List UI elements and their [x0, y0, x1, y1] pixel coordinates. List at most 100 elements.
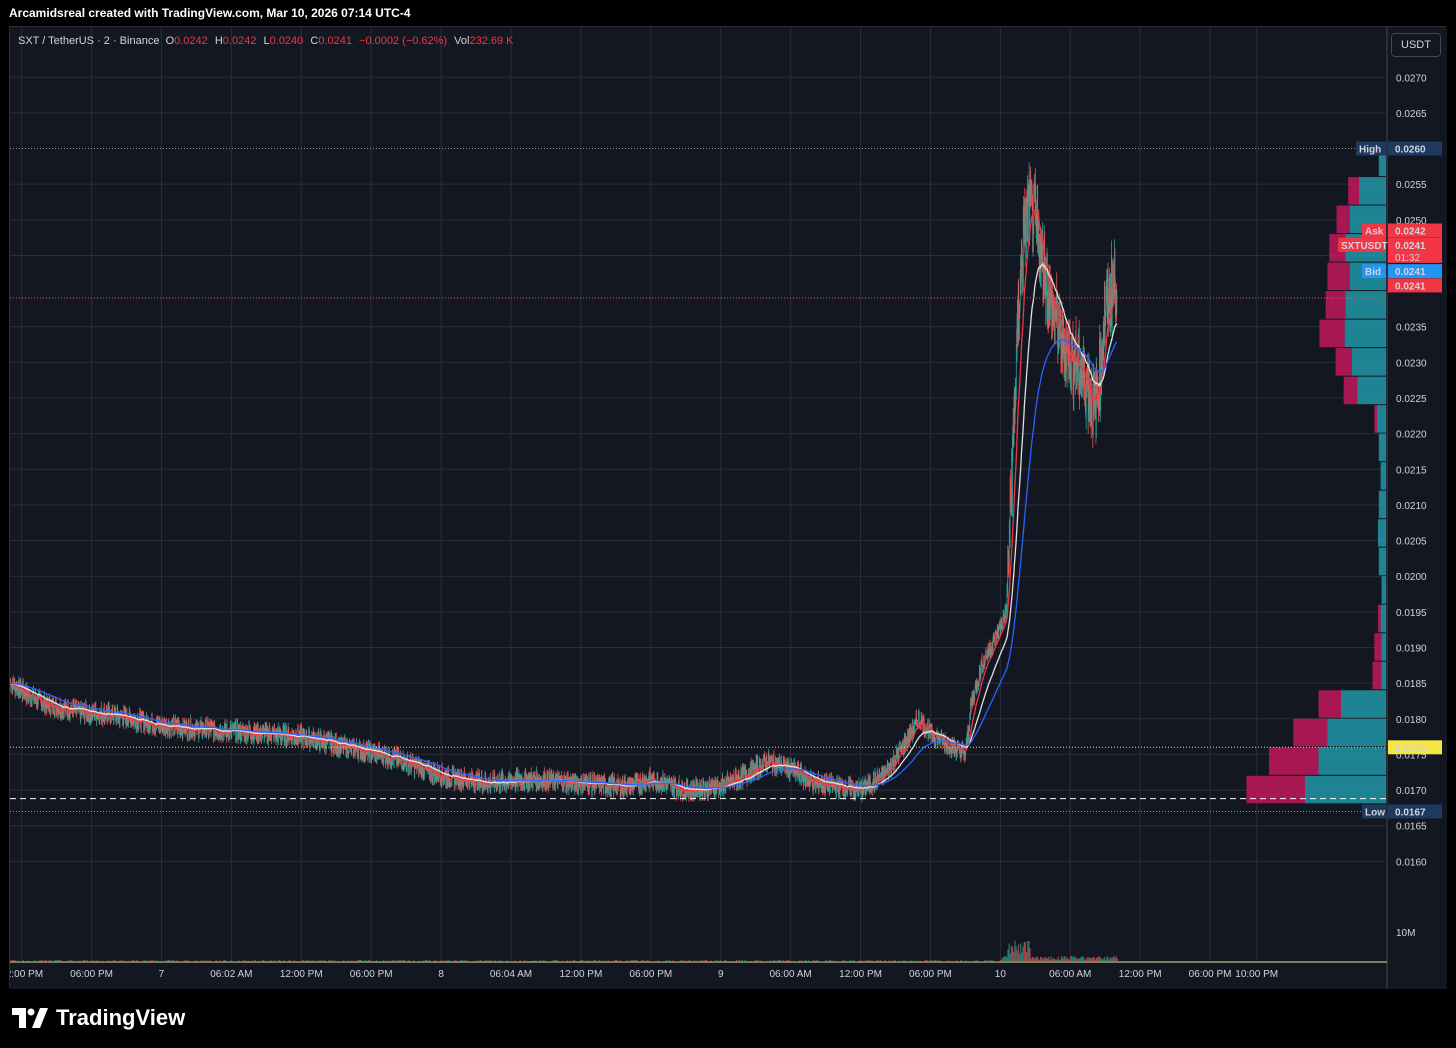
- volume-bar: [501, 960, 503, 962]
- volume-bar: [734, 960, 736, 962]
- volume-bar: [861, 960, 863, 962]
- volume-bar: [453, 960, 456, 962]
- price-chart[interactable]: 0.02700.02650.02550.02500.02450.02350.02…: [10, 27, 1447, 989]
- volume-bar: [416, 961, 418, 962]
- volume-bar: [925, 959, 927, 962]
- bid-badge-value-bg: [1388, 264, 1442, 279]
- volume-bar: [493, 961, 495, 962]
- x-tick-label: 06:00 PM: [70, 969, 113, 980]
- chart-panel[interactable]: 0.02700.02650.02550.02500.02450.02350.02…: [9, 26, 1447, 989]
- volume-bar: [854, 961, 856, 962]
- volume-bar: [420, 961, 422, 962]
- volume-bar: [254, 959, 256, 962]
- x-tick-label: 12:00 PM: [1119, 969, 1162, 980]
- volume-bar: [557, 960, 559, 962]
- volume-bar: [365, 960, 367, 962]
- volume-bar: [234, 961, 237, 962]
- volume-bar: [146, 960, 148, 962]
- volume-bar: [335, 960, 337, 962]
- volume-bar: [816, 960, 818, 962]
- volume-bar: [332, 960, 334, 962]
- volume-bar: [820, 961, 823, 962]
- y-tick-label: 0.0230: [1396, 358, 1427, 369]
- volume-bar: [559, 961, 562, 962]
- volume-bar: [695, 961, 697, 962]
- volume-bar: [443, 960, 445, 962]
- volume-bar: [915, 961, 917, 962]
- volume-bar: [1058, 959, 1060, 962]
- volume-bar: [614, 960, 616, 962]
- volume-bar: [724, 960, 726, 962]
- volume-bar: [621, 961, 623, 962]
- volume-bar: [1044, 956, 1046, 962]
- volume-bar: [1056, 959, 1058, 962]
- volume-bar: [649, 961, 651, 962]
- volume-bar: [924, 960, 926, 962]
- volume-bar: [1099, 957, 1101, 962]
- volume-bar: [54, 960, 56, 962]
- volume-bar: [527, 961, 529, 962]
- volume-bar: [857, 961, 859, 962]
- volume-bar: [379, 961, 381, 962]
- volume-bar: [1046, 958, 1049, 962]
- volume-bar: [593, 960, 595, 962]
- volume-bar: [1098, 956, 1100, 962]
- volume-bar: [523, 960, 526, 962]
- currency-button[interactable]: USDT: [1391, 33, 1441, 57]
- volume-bar: [852, 960, 854, 962]
- volume-bar: [388, 960, 390, 962]
- volume-bar: [276, 961, 279, 962]
- volume-bar: [1109, 957, 1112, 962]
- volume-bar: [58, 960, 61, 962]
- volume-bar: [907, 961, 909, 962]
- volume-bar: [845, 961, 847, 962]
- volume-bar: [760, 960, 762, 962]
- volume-bar: [400, 960, 402, 962]
- volume-bar: [380, 961, 382, 962]
- volume-bar: [156, 960, 159, 962]
- volume-bar: [735, 959, 738, 962]
- volume-bar: [279, 959, 281, 962]
- volume-bar: [880, 960, 882, 962]
- volume-bar: [663, 961, 665, 962]
- volume-bar: [632, 960, 634, 962]
- last-price-badge-2-value-bg: [1388, 278, 1442, 293]
- volume-bar: [958, 961, 960, 962]
- x-tick-label: 8: [438, 969, 444, 980]
- volume-bar: [702, 960, 704, 962]
- volume-bar: [71, 960, 73, 962]
- volume-bar: [691, 961, 693, 962]
- volume-bar: [319, 960, 322, 962]
- volume-bar: [43, 960, 45, 962]
- volume-bar: [604, 961, 606, 962]
- volume-bar: [367, 960, 369, 962]
- symbol-title[interactable]: SXT / TetherUS · 2 · Binance: [18, 35, 160, 47]
- volume-bar: [689, 960, 691, 962]
- volume-bar: [283, 959, 286, 962]
- volume-bar: [363, 960, 365, 962]
- volume-bar: [354, 960, 357, 962]
- volume-bar: [391, 960, 393, 962]
- volume-bar: [618, 961, 620, 962]
- yellow-level-badge-value-bg: [1388, 740, 1442, 755]
- volume-bar: [818, 961, 820, 962]
- volume-profile-bar-down: [1319, 319, 1345, 348]
- volume-bar: [13, 959, 15, 962]
- volume-bar: [1115, 956, 1117, 962]
- volume-bar: [42, 961, 44, 962]
- low-badge-tag: Low: [1365, 807, 1385, 818]
- volume-bar: [520, 960, 522, 962]
- last-price-badge-tag-bg: [1338, 237, 1386, 252]
- volume-bar: [672, 960, 675, 962]
- volume-bar: [396, 959, 399, 962]
- volume-bar: [679, 960, 682, 962]
- volume-bar: [902, 960, 904, 962]
- volume-bar: [93, 960, 96, 962]
- tradingview-logo[interactable]: TradingView: [12, 1003, 185, 1033]
- volume-bar: [768, 961, 770, 962]
- volume-profile-bar-down: [1327, 262, 1350, 291]
- volume-bar: [476, 960, 478, 962]
- volume-bar: [1053, 958, 1056, 962]
- volume-bar: [329, 959, 331, 962]
- volume-bar: [120, 960, 122, 962]
